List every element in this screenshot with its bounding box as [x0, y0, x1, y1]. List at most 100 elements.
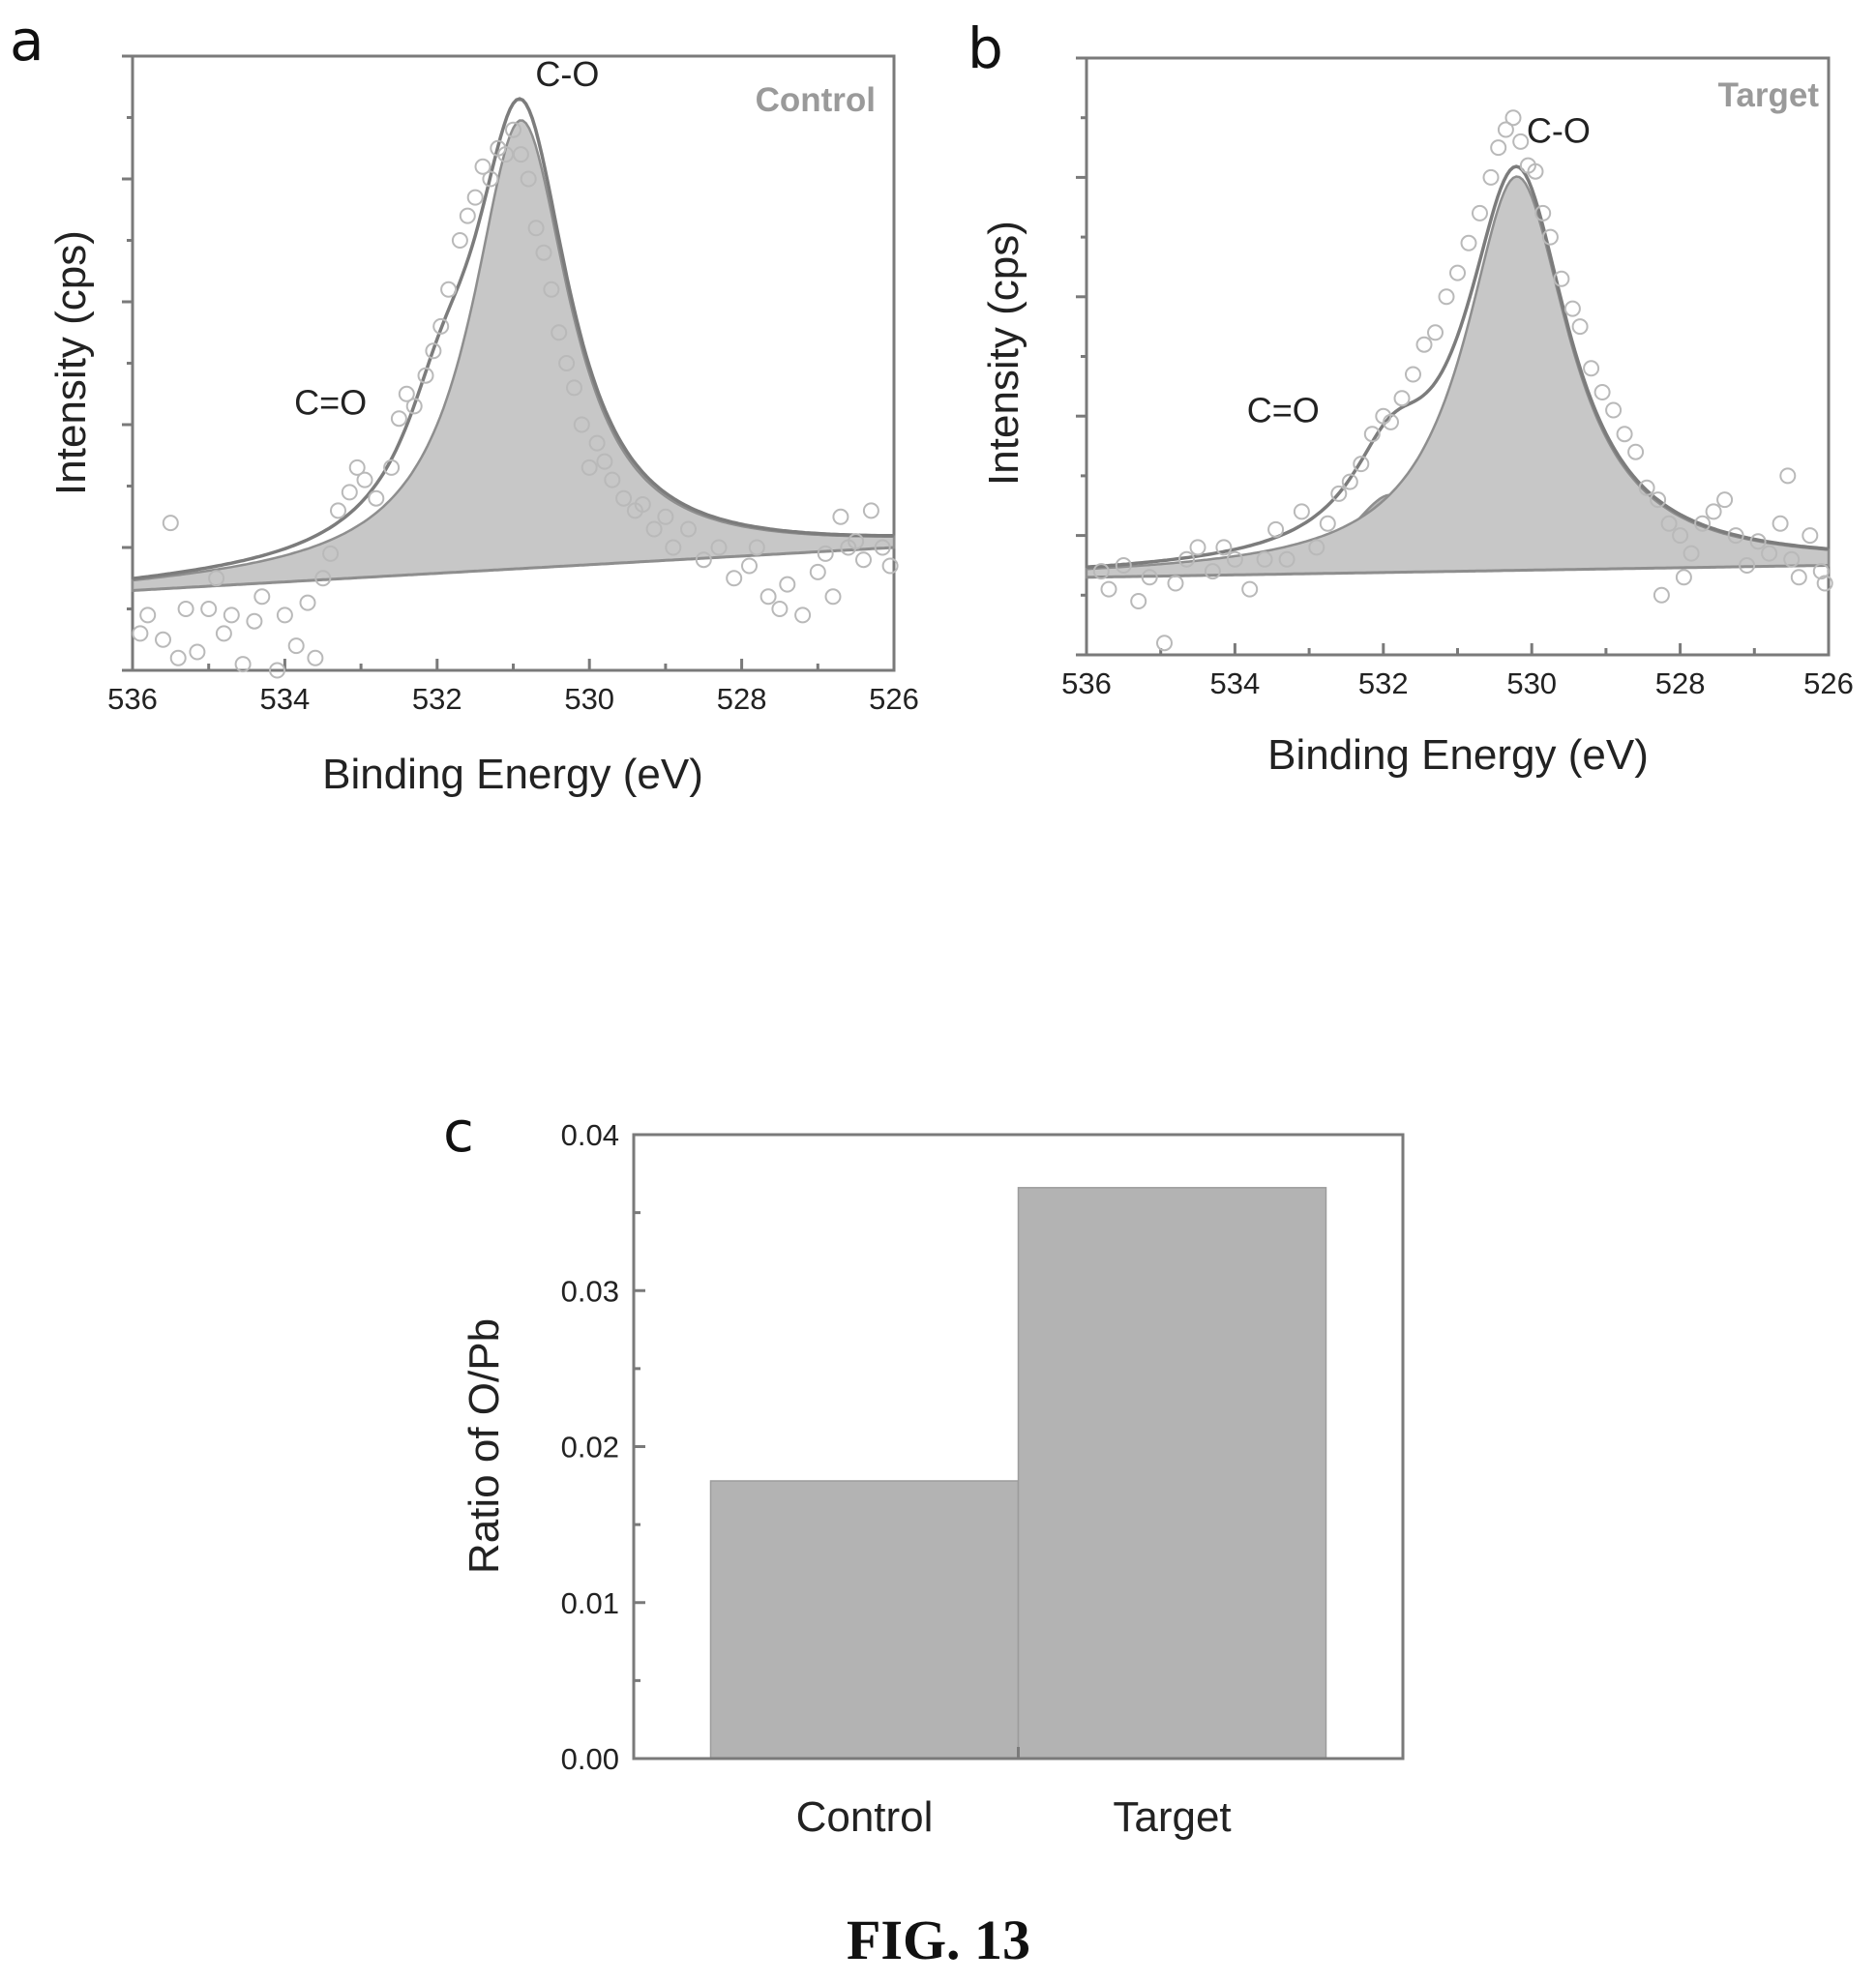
panel-b-data-point — [1415, 336, 1433, 353]
panel-b-data-point — [1156, 635, 1173, 652]
panel-a-data-point — [177, 601, 194, 617]
panel-b-data-point — [1583, 360, 1600, 377]
panel-c-category-labels: Control Target — [796, 1747, 1232, 1841]
panel-c-category-label-target: Target — [1113, 1793, 1231, 1841]
panel-b-data-point — [1816, 575, 1833, 592]
panel-a-data-point — [299, 594, 316, 611]
panel-b-data-point — [1802, 527, 1819, 545]
panel-a-x-tick-label-530: 530 — [564, 682, 614, 716]
panel-b-data-point — [1497, 121, 1514, 138]
panel-b-data-point — [1772, 515, 1789, 532]
panel-a-data-point — [208, 570, 225, 587]
panel-b-data-point — [1563, 300, 1581, 317]
panel-b-data-point — [1092, 563, 1110, 580]
panel-b-data-point — [1189, 539, 1206, 556]
panel-c-bars — [709, 1187, 1327, 1760]
panel-b-data-point — [1472, 204, 1488, 222]
panel-a-data-point — [657, 508, 674, 525]
panel-a-data-point — [162, 515, 179, 532]
panel-a-data-point — [759, 588, 777, 606]
panel-b-x-tick-label-536: 536 — [1061, 666, 1112, 700]
panel-b-data-point — [1534, 204, 1552, 222]
panel-b-data-point — [1739, 557, 1756, 574]
panel-a-x-tick-label-528: 528 — [717, 682, 767, 716]
panel-a-data-point — [368, 489, 385, 507]
panel-c-y-ticks: 0.00 0.01 0.02 0.03 0.04 — [561, 1118, 645, 1776]
panel-b-data-point — [1779, 467, 1797, 485]
panel-a-sample-label: Control — [756, 81, 876, 119]
panel-a-data-point — [726, 570, 743, 587]
panel-a-data-point — [596, 453, 613, 470]
panel-a-data-point — [451, 232, 468, 249]
panel-b-data-point — [1278, 550, 1295, 568]
panel-b-x-tick-label-530: 530 — [1506, 666, 1557, 700]
panel-b-data-point — [1167, 575, 1184, 592]
panel-a-data-point — [155, 631, 171, 648]
panel-a-data-point — [215, 625, 232, 642]
panel-a-data-point — [341, 484, 358, 501]
panel-a-x-tick-label-532: 532 — [412, 682, 462, 716]
panel-b-data-point — [1393, 390, 1411, 407]
panel-b-data-point — [1593, 384, 1611, 400]
panel-b-data-point — [1353, 456, 1370, 473]
panel-b-data-point — [1141, 569, 1158, 586]
panel-a-data-point — [588, 434, 606, 452]
panel-a-data-point — [862, 502, 879, 519]
panel-b-x-tick-label-528: 528 — [1655, 666, 1706, 700]
panel-a-data-point — [432, 317, 450, 335]
panel-a-data-point — [482, 170, 499, 188]
panel-a-data-point — [398, 385, 415, 402]
panel-b-y-ticks — [1076, 56, 1087, 657]
panel-a-data-point — [558, 355, 576, 371]
panel-a-data-point — [809, 563, 826, 580]
panel-a-y-axis-label: Intensity (cps) — [47, 230, 95, 495]
panel-a-data-point — [855, 551, 872, 569]
panel-b-x-axis-label: Binding Energy (eV) — [1267, 731, 1649, 779]
panel-b-data-point — [1482, 168, 1500, 186]
panel-a-data-point — [824, 588, 842, 606]
panel-a-fit-curves — [131, 97, 896, 592]
panel-a-data-point — [573, 416, 590, 433]
panel-b-data-point — [1115, 557, 1132, 574]
panel-a-data-point — [527, 220, 545, 237]
panel-b-data-point — [1553, 270, 1570, 287]
panel-b-data-point — [1541, 228, 1559, 246]
panel-a-data-point — [200, 601, 218, 617]
panel-b-data-point — [1256, 550, 1273, 568]
panel-b-data-point — [1727, 527, 1744, 545]
panel-a-data-point — [139, 606, 157, 624]
panel-a-data-point — [645, 520, 663, 538]
panel-a-data-point — [535, 244, 552, 261]
panel-a-y-ticks — [122, 54, 133, 672]
panel-b-x-tick-label-532: 532 — [1358, 666, 1409, 700]
panel-b-data-points — [1092, 109, 1833, 652]
panel-b-data-point — [1660, 515, 1678, 532]
panel-b-data-point — [1672, 527, 1689, 545]
panel-c-bar-chart: c 0.00 0.01 0.02 0.03 0.04 Control Target Rat… — [443, 1099, 1405, 1841]
panel-a-data-point — [881, 557, 899, 575]
panel-b-data-point — [1650, 491, 1667, 509]
panel-a-data-point — [665, 539, 682, 556]
panel-b-data-point — [1790, 569, 1807, 586]
panel-b-data-point — [1783, 550, 1801, 568]
panel-a-data-point — [246, 612, 263, 630]
panel-a-data-point — [269, 662, 285, 679]
panel-a-peak-c-o-area — [131, 119, 896, 592]
panel-b-data-point — [1383, 413, 1399, 430]
panel-a-data-point — [474, 158, 491, 175]
panel-b-data-point — [1694, 515, 1712, 532]
panel-a-data-point — [276, 606, 293, 624]
panel-b-peak-label-c-double-o: C=O — [1247, 391, 1320, 430]
panel-c-y-tick-label-0.01: 0.01 — [561, 1586, 619, 1620]
panel-b-peak-label-c-o: C-O — [1527, 110, 1591, 150]
panel-b-xps-target: b 536 534 532 530 528 526 Target C-O C=O Bind… — [968, 15, 1854, 779]
panel-b-data-point — [1449, 264, 1466, 281]
panel-a-peak-label-c-o: C-O — [535, 54, 599, 94]
panel-a-x-ticks: 536 534 532 530 528 526 — [107, 659, 919, 716]
panel-a-data-point — [223, 606, 240, 624]
panel-a-data-point — [466, 189, 484, 206]
panel-b-data-point — [1100, 580, 1117, 598]
panel-a-data-point — [459, 207, 476, 224]
panel-a-data-point — [390, 410, 407, 428]
panel-a-data-point — [330, 502, 346, 519]
